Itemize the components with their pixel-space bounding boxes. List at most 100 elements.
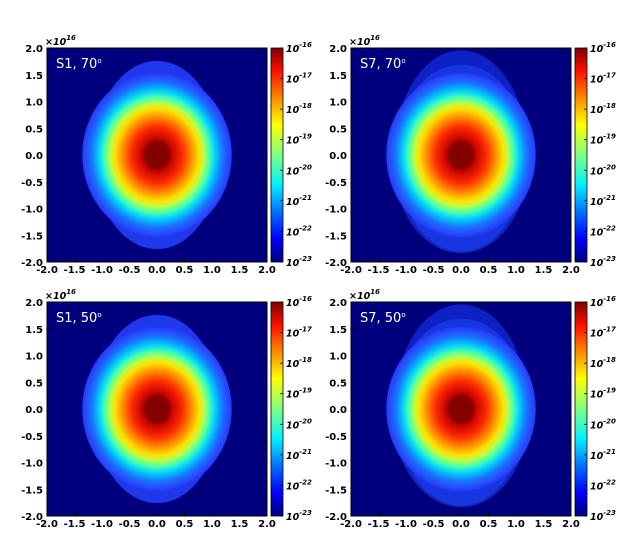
x-tick-label: -0.5 [119, 265, 141, 276]
x-tick-label: -2.0 [340, 265, 362, 276]
x-tick-label: 0.0 [148, 519, 166, 530]
colorbar-tick-label: 10-17 [590, 72, 616, 86]
y-tick-label: 1.5 [329, 71, 347, 82]
y-tick-label: -1.0 [325, 459, 347, 470]
y-tick-label: -0.5 [21, 432, 43, 443]
colorbar-tick-label: 10-22 [286, 478, 312, 492]
emission-blob [82, 72, 232, 238]
x-tick-label: 0.5 [176, 265, 194, 276]
y-tick-label: -0.5 [325, 432, 347, 443]
x-tick-label: 0.0 [452, 265, 470, 276]
x-tick-label: -1.5 [368, 265, 390, 276]
x-tick-label: -2.0 [36, 519, 58, 530]
x-tick-label: 1.5 [535, 265, 553, 276]
colorbar-tick-label: 10-18 [286, 356, 312, 370]
emission-blob [82, 326, 232, 492]
y-tick-label: 0.5 [25, 378, 43, 389]
colorbar-tick-label: 10-22 [286, 224, 312, 238]
emission-blob [386, 326, 536, 492]
x-tick-label: -1.0 [395, 265, 417, 276]
colorbar-tick-label: 10-23 [286, 255, 312, 269]
y-tick-label: -1.0 [325, 205, 347, 216]
axis-multiplier: ×1016 [45, 288, 76, 302]
x-tick-label: -2.0 [340, 519, 362, 530]
x-tick-label: 1.0 [203, 265, 221, 276]
colorbar-tick-label: 10-20 [286, 163, 312, 177]
colorbar-tick-label: 10-21 [286, 448, 312, 462]
y-tick-label: -1.5 [325, 231, 347, 242]
colorbar-tick-label: 10-19 [286, 133, 312, 147]
x-tick-label: -1.0 [395, 519, 417, 530]
x-tick-label: 2.0 [562, 519, 580, 530]
x-tick-label: -1.5 [64, 265, 86, 276]
y-tick-label: 1.0 [329, 98, 347, 109]
x-tick-label: 0.5 [480, 265, 498, 276]
colorbar-tick-label: 10-17 [286, 326, 312, 340]
x-tick-label: -1.5 [64, 519, 86, 530]
panel-label: S7, 50o [360, 311, 406, 326]
panel-label: S7, 70o [360, 57, 406, 72]
x-tick-label: -0.5 [119, 519, 141, 530]
x-tick-label: -0.5 [423, 265, 445, 276]
emission-blob [386, 72, 536, 238]
y-tick-label: 1.0 [329, 352, 347, 363]
colorbar-tick-label: 10-18 [590, 356, 616, 370]
x-tick-label: -1.0 [91, 519, 113, 530]
colorbar-tick-label: 10-23 [286, 509, 312, 523]
colorbar-tick-label: 10-21 [590, 194, 616, 208]
colorbar-tick-label: 10-16 [286, 41, 312, 55]
colorbar-tick-label: 10-23 [590, 255, 616, 269]
x-tick-label: -2.0 [36, 265, 58, 276]
y-tick-label: -1.5 [21, 231, 43, 242]
heatmap-panel: S1, 50o 2.0 1.5 1.0 0.5 0.0 -0.5 -1.0 -1.5 -2.0-2… [21, 288, 312, 530]
colorbar-tick-label: 10-20 [286, 417, 312, 431]
y-tick-label: 1.0 [25, 98, 43, 109]
colorbar-tick-label: 10-18 [286, 102, 312, 116]
y-tick-label: 1.5 [329, 325, 347, 336]
heatmap-panel: S1, 70o 2.0 1.5 1.0 0.5 0.0 -0.5 -1.0 -1.5 -2.0-2… [21, 34, 312, 276]
x-tick-label: -1.0 [91, 265, 113, 276]
axis-multiplier: ×1016 [349, 288, 380, 302]
colorbar-tick-label: 10-22 [590, 478, 616, 492]
y-tick-label: -2.0 [325, 258, 347, 269]
colorbar-tick-label: 10-16 [590, 41, 616, 55]
y-tick-label: -2.0 [21, 258, 43, 269]
y-tick-label: 0.5 [329, 124, 347, 135]
colorbar-tick-label: 10-21 [286, 194, 312, 208]
x-tick-label: 2.0 [258, 519, 276, 530]
panel-label: S1, 50o [56, 311, 102, 326]
heatmap-panel: S7, 50o 2.0 1.5 1.0 0.5 0.0 -0.5 -1.0 -1.5 -2.0-2… [325, 288, 616, 530]
y-tick-label: -1.5 [21, 485, 43, 496]
y-tick-label: 2.0 [25, 298, 43, 309]
colorbar-tick-label: 10-22 [590, 224, 616, 238]
axis-multiplier: ×1016 [45, 34, 76, 48]
y-tick-label: 1.0 [25, 352, 43, 363]
x-tick-label: 0.5 [176, 519, 194, 530]
colorbar-tick-label: 10-17 [590, 326, 616, 340]
heatmap-panel: S7, 70o 2.0 1.5 1.0 0.5 0.0 -0.5 -1.0 -1.5 -2.0-2… [325, 34, 616, 276]
colorbar-tick-label: 10-19 [590, 387, 616, 401]
colorbar-tick-label: 10-18 [590, 102, 616, 116]
colorbar-tick-label: 10-16 [590, 295, 616, 309]
colorbar-tick-label: 10-23 [590, 509, 616, 523]
x-tick-label: 0.5 [480, 519, 498, 530]
x-tick-label: 1.0 [507, 265, 525, 276]
colorbar-tick-label: 10-17 [286, 72, 312, 86]
x-tick-label: 2.0 [562, 265, 580, 276]
colorbar-tick-label: 10-20 [590, 417, 616, 431]
colorbar [270, 47, 284, 263]
x-tick-label: 1.5 [231, 265, 249, 276]
y-tick-label: 0.5 [25, 124, 43, 135]
y-tick-label: 0.5 [329, 378, 347, 389]
y-tick-label: -2.0 [325, 512, 347, 523]
y-tick-label: 2.0 [329, 298, 347, 309]
panel-label: S1, 70o [56, 57, 102, 72]
colorbar [270, 301, 284, 517]
x-tick-label: 1.5 [231, 519, 249, 530]
y-tick-label: -0.5 [325, 178, 347, 189]
x-tick-label: -1.5 [368, 519, 390, 530]
x-tick-label: 1.0 [507, 519, 525, 530]
y-tick-label: -1.0 [21, 205, 43, 216]
x-tick-label: 1.5 [535, 519, 553, 530]
